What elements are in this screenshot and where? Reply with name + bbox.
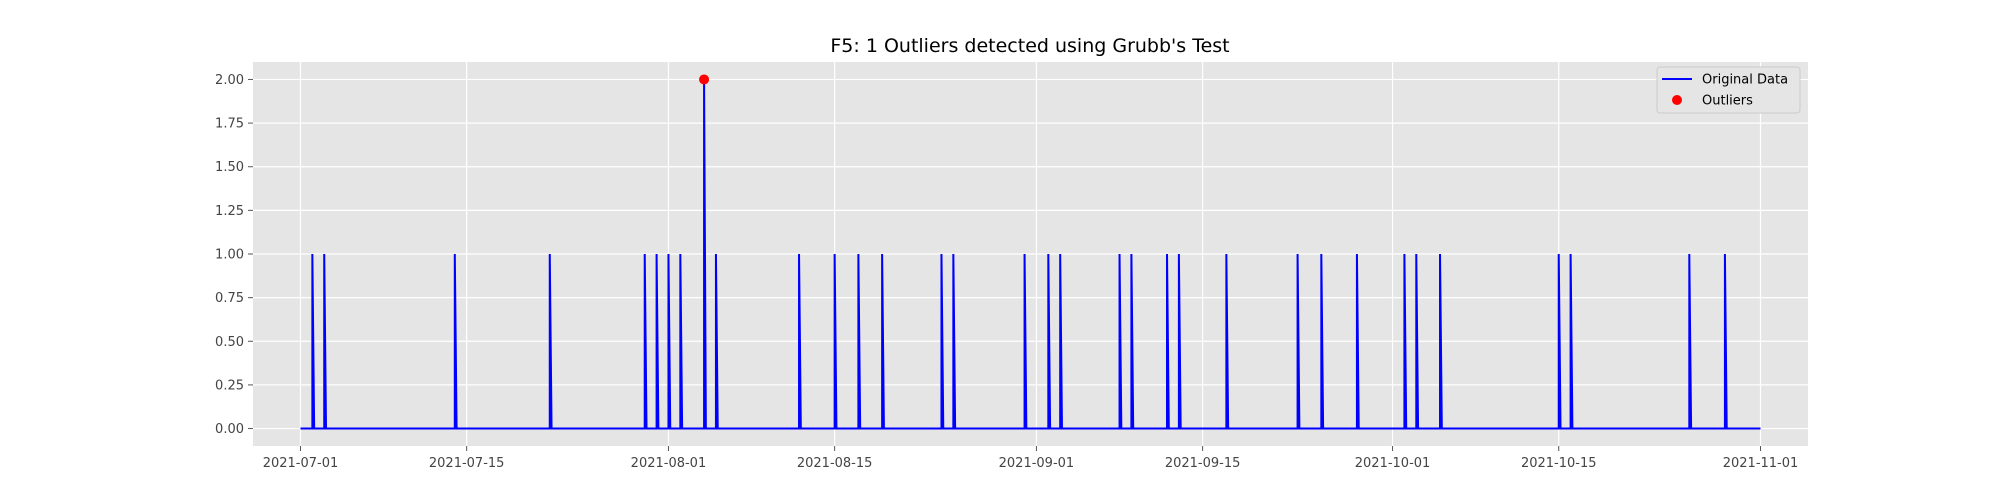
outlier-points: [699, 74, 710, 85]
legend-label-outliers: Outliers: [1702, 94, 1753, 109]
y-tick-label: 1.50: [215, 160, 244, 175]
x-tick-label: 2021-09-01: [999, 456, 1075, 471]
y-tick-label: 2.00: [215, 73, 244, 88]
x-tick-label: 2021-11-01: [1723, 456, 1799, 471]
chart-title: F5: 1 Outliers detected using Grubb's Te…: [830, 35, 1229, 57]
y-tick-label: 1.25: [215, 204, 244, 219]
y-tick-label: 1.75: [215, 117, 244, 132]
legend-label-original-data: Original Data: [1702, 73, 1788, 88]
original-data-line: [300, 79, 1761, 430]
x-tick-label: 2021-07-01: [263, 456, 339, 471]
y-axis: 0.00 0.25 0.50 0.75 1.00 1.25 1.50 1.75 2.00: [215, 73, 253, 437]
y-tick-label: 0.00: [215, 422, 244, 437]
x-tick-label: 2021-07-15: [429, 456, 505, 471]
y-tick-label: 0.50: [215, 335, 244, 350]
y-tick-label: 1.00: [215, 248, 244, 263]
legend: Original Data Outliers: [1656, 66, 1801, 114]
y-tick-label: 0.25: [215, 378, 244, 393]
x-tick-label: 2021-08-15: [797, 456, 873, 471]
x-tick-label: 2021-10-01: [1355, 456, 1431, 471]
outlier-point: [699, 74, 710, 85]
legend-dot-swatch: [1672, 95, 1682, 105]
x-tick-label: 2021-10-15: [1521, 456, 1597, 471]
x-tick-label: 2021-08-01: [631, 456, 707, 471]
x-tick-label: 2021-09-15: [1165, 456, 1241, 471]
y-tick-label: 0.75: [215, 291, 244, 306]
series-lines: [300, 79, 1761, 430]
legend-box: [1656, 66, 1801, 114]
x-axis: 2021-07-01 2021-07-15 2021-08-01 2021-08-15…: [263, 446, 1799, 471]
